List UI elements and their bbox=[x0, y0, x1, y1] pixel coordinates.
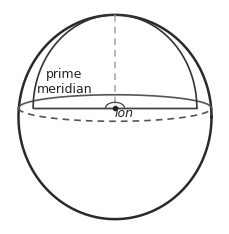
Text: lon: lon bbox=[114, 107, 133, 120]
Text: prime
meridian: prime meridian bbox=[36, 68, 92, 96]
